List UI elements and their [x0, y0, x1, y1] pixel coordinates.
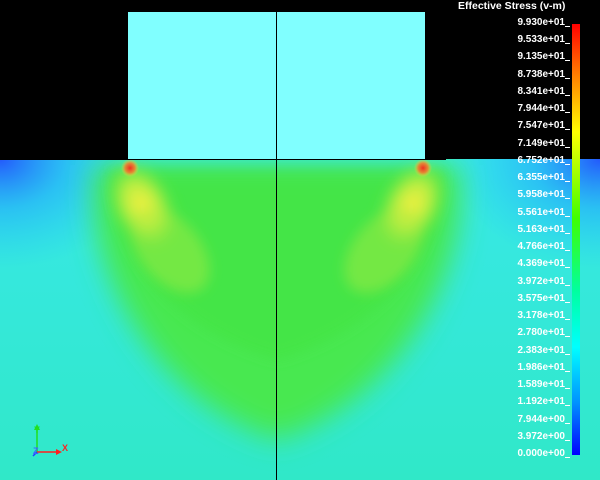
legend-label: 3.575e+01 — [517, 292, 565, 304]
legend-title: Effective Stress (v-m) — [458, 0, 566, 12]
legend-tick — [565, 129, 570, 131]
legend-tick — [565, 301, 570, 303]
legend-label: 0.000e+00 — [517, 448, 565, 459]
legend-tick — [565, 267, 570, 269]
legend-label: 3.178e+01 — [517, 310, 565, 322]
legend-label: 9.533e+01 — [517, 34, 565, 46]
legend-label: 5.163e+01 — [517, 223, 565, 235]
legend-label: 2.383e+01 — [517, 344, 565, 356]
legend-label: 4.766e+01 — [517, 241, 565, 253]
legend-label: 5.561e+01 — [517, 206, 565, 218]
legend-tick — [565, 422, 570, 424]
z-axis-label: Z — [33, 446, 39, 456]
legend-tick — [565, 77, 570, 79]
legend-label: 7.149e+01 — [517, 137, 565, 149]
legend-tick — [565, 26, 570, 27]
legend-label: 7.944e+01 — [517, 103, 565, 115]
z-axis-arrow — [32, 451, 38, 457]
legend-tick — [565, 215, 570, 217]
legend-label: 6.355e+01 — [517, 172, 565, 184]
legend-tick — [565, 146, 570, 148]
legend-tick — [565, 405, 570, 407]
legend-tick — [565, 284, 570, 286]
legend-tick — [565, 181, 570, 183]
legend-label: 3.972e+01 — [517, 275, 565, 287]
x-axis-label: X — [62, 443, 68, 453]
legend-tick — [565, 198, 570, 200]
legend-label: 2.780e+01 — [517, 327, 565, 339]
legend-label: 9.135e+01 — [517, 51, 565, 63]
y-axis-label: Y — [34, 425, 40, 435]
legend-tick — [565, 43, 570, 45]
legend-tick — [565, 232, 570, 234]
legend-tick — [565, 60, 570, 62]
legend-tick — [565, 439, 570, 441]
legend-tick — [565, 457, 570, 458]
legend-label: 1.192e+01 — [517, 396, 565, 408]
legend-label: 9.930e+01 — [517, 17, 565, 28]
legend-tick — [565, 163, 570, 165]
legend-tick — [565, 112, 570, 114]
legend-label: 1.589e+01 — [517, 379, 565, 391]
legend-tick — [565, 250, 570, 252]
legend-label: 8.738e+01 — [517, 68, 565, 80]
legend-color-bar — [572, 24, 580, 455]
legend-label: 7.547e+01 — [517, 120, 565, 132]
legend-tick — [565, 353, 570, 355]
legend-label: 8.341e+01 — [517, 85, 565, 97]
legend-label: 1.986e+01 — [517, 361, 565, 373]
legend-tick — [565, 319, 570, 321]
legend-tick — [565, 336, 570, 338]
legend-tick — [565, 370, 570, 372]
legend: Effective Stress (v-m) 9.930e+01 9.533e+0… — [446, 0, 600, 480]
legend-label: 3.972e+00 — [517, 430, 565, 442]
legend-label: 4.369e+01 — [517, 258, 565, 270]
legend-tick — [565, 94, 570, 96]
stress-peak-right — [414, 159, 432, 177]
legend-label: 7.944e+00 — [517, 413, 565, 425]
stress-peak-left — [121, 159, 139, 177]
axis-triad: Y X Z — [32, 424, 68, 457]
legend-tick — [565, 388, 570, 390]
legend-label: 6.752e+01 — [517, 154, 565, 166]
legend-label: 5.958e+01 — [517, 189, 565, 201]
